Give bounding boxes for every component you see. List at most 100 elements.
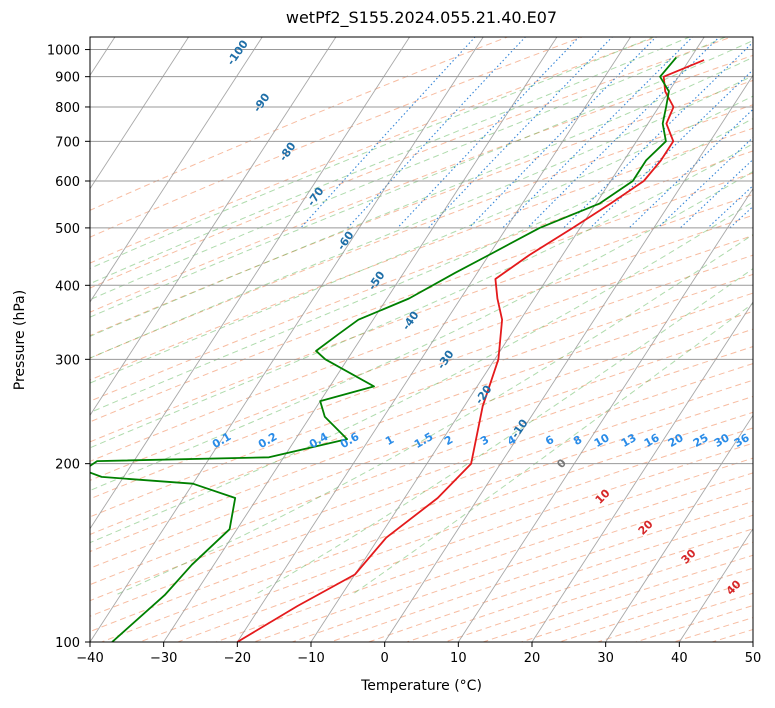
dry-adiabat-line	[90, 254, 753, 500]
dry-adiabat-line	[745, 25, 775, 655]
line-label: -80	[277, 140, 299, 164]
line-label: 40	[724, 577, 744, 597]
isotherm-line	[90, 37, 263, 303]
line-label: 36	[732, 431, 752, 450]
dry-adiabat-line	[90, 346, 753, 586]
line-label: -90	[251, 91, 273, 115]
isotherm-line	[0, 25, 49, 655]
y-tick-label: 400	[55, 279, 80, 294]
isotherm-line	[163, 37, 558, 642]
y-tick-label: 900	[55, 71, 80, 86]
line-label: 0.1	[210, 430, 233, 451]
line-label: -70	[305, 185, 327, 209]
y-tick-label: 700	[55, 135, 80, 150]
isotherm-line	[752, 641, 753, 642]
isotherm-line	[457, 187, 753, 642]
background-lines	[0, 25, 775, 655]
line-label: 30	[712, 431, 732, 450]
dry-adiabat-line	[329, 500, 753, 642]
dry-adiabat-line	[290, 486, 753, 642]
y-tick-label: 500	[55, 222, 80, 237]
dry-adiabat-line	[367, 514, 753, 642]
x-tick-label: −30	[150, 651, 177, 666]
isotherm-line	[678, 527, 753, 642]
isotherm-line	[90, 37, 190, 190]
dry-adiabat-line	[90, 234, 753, 481]
line-label: 30	[679, 546, 699, 566]
line-label: -20	[473, 383, 495, 407]
dry-adiabat-line	[90, 273, 753, 518]
temperature-profile	[236, 59, 705, 642]
dry-adiabat-line	[100, 411, 753, 642]
line-label: 20	[666, 431, 686, 450]
line-label: -60	[335, 229, 357, 253]
line-label: -30	[435, 348, 457, 372]
mixing-ratio-line	[657, 136, 753, 229]
isotherm-line	[384, 74, 753, 642]
mixing-ratio-line	[468, 37, 657, 229]
moist-adiabat-line	[254, 267, 753, 596]
axes-ticks: −40 −30 −20 −10 0 10 20 30 40 50 1000 900 800 700 600 5…	[47, 44, 761, 666]
y-tick-label: 300	[55, 353, 80, 368]
line-label: 6	[543, 433, 556, 448]
line-label: 1.5	[412, 430, 435, 451]
dewpoint-profile	[90, 56, 677, 642]
x-tick-label: −40	[76, 651, 103, 666]
line-label: 20	[636, 517, 656, 537]
y-tick-label: 200	[55, 458, 80, 473]
line-label: 10	[593, 486, 613, 506]
moist-adiabat-line	[90, 56, 753, 337]
line-label: -100	[224, 37, 251, 67]
dry-adiabat-line	[90, 54, 753, 313]
mixing-ratio-line	[563, 41, 753, 229]
x-tick-label: 20	[524, 651, 541, 666]
isotherm-line	[531, 301, 753, 642]
dry-adiabat-line	[90, 37, 509, 211]
dry-adiabat-line	[519, 567, 753, 642]
line-label: 8	[571, 433, 584, 448]
chart-title: wetPf2_S155.2024.055.21.40.E07	[285, 8, 558, 27]
dry-adiabat-line	[90, 79, 753, 337]
mixing-ratio-line	[707, 184, 753, 229]
moist-adiabat-line	[90, 201, 753, 544]
dry-adiabat-line	[90, 37, 584, 238]
dry-adiabat-line	[90, 193, 753, 443]
line-label: 10	[592, 431, 612, 450]
x-tick-label: −20	[224, 651, 251, 666]
x-tick-label: 0	[381, 651, 389, 666]
x-tick-label: 30	[597, 651, 614, 666]
moist-adiabat-line	[90, 37, 655, 269]
dry-adiabat-line	[90, 328, 753, 569]
line-label: 0.4	[307, 430, 331, 451]
dry-adiabat-line	[252, 472, 753, 642]
dry-adiabat-line	[748, 640, 753, 642]
line-label: 2	[442, 433, 455, 448]
moist-adiabat-line	[90, 40, 753, 318]
moist-adiabat-line	[90, 75, 753, 359]
mixing-ratio-line	[397, 37, 580, 229]
dry-adiabat-line	[176, 442, 753, 642]
dry-adiabat-line	[443, 541, 753, 642]
x-tick-label: 10	[450, 651, 467, 666]
profile-lines	[90, 56, 705, 642]
isotherm-line	[90, 37, 116, 77]
mixing-ratio-line	[428, 37, 614, 229]
moist-adiabat-line	[90, 143, 753, 449]
mixing-ratio-line	[300, 37, 476, 229]
plot-frame	[89, 36, 754, 643]
x-tick-label: 40	[671, 651, 688, 666]
isotherm-line	[90, 37, 337, 417]
x-tick-label: −10	[297, 651, 324, 666]
line-label: 1	[383, 433, 396, 448]
isotherm-line	[236, 37, 632, 642]
x-tick-label: 50	[745, 651, 762, 666]
dry-adiabat-line	[138, 427, 753, 642]
y-tick-label: 800	[55, 101, 80, 116]
isotherm-line	[90, 37, 484, 642]
y-tick-label: 100	[55, 636, 80, 651]
line-label: 13	[619, 431, 639, 450]
mixing-ratio-line	[527, 37, 721, 229]
mixing-ratio-line	[347, 37, 527, 229]
dry-adiabat-line	[90, 214, 753, 462]
